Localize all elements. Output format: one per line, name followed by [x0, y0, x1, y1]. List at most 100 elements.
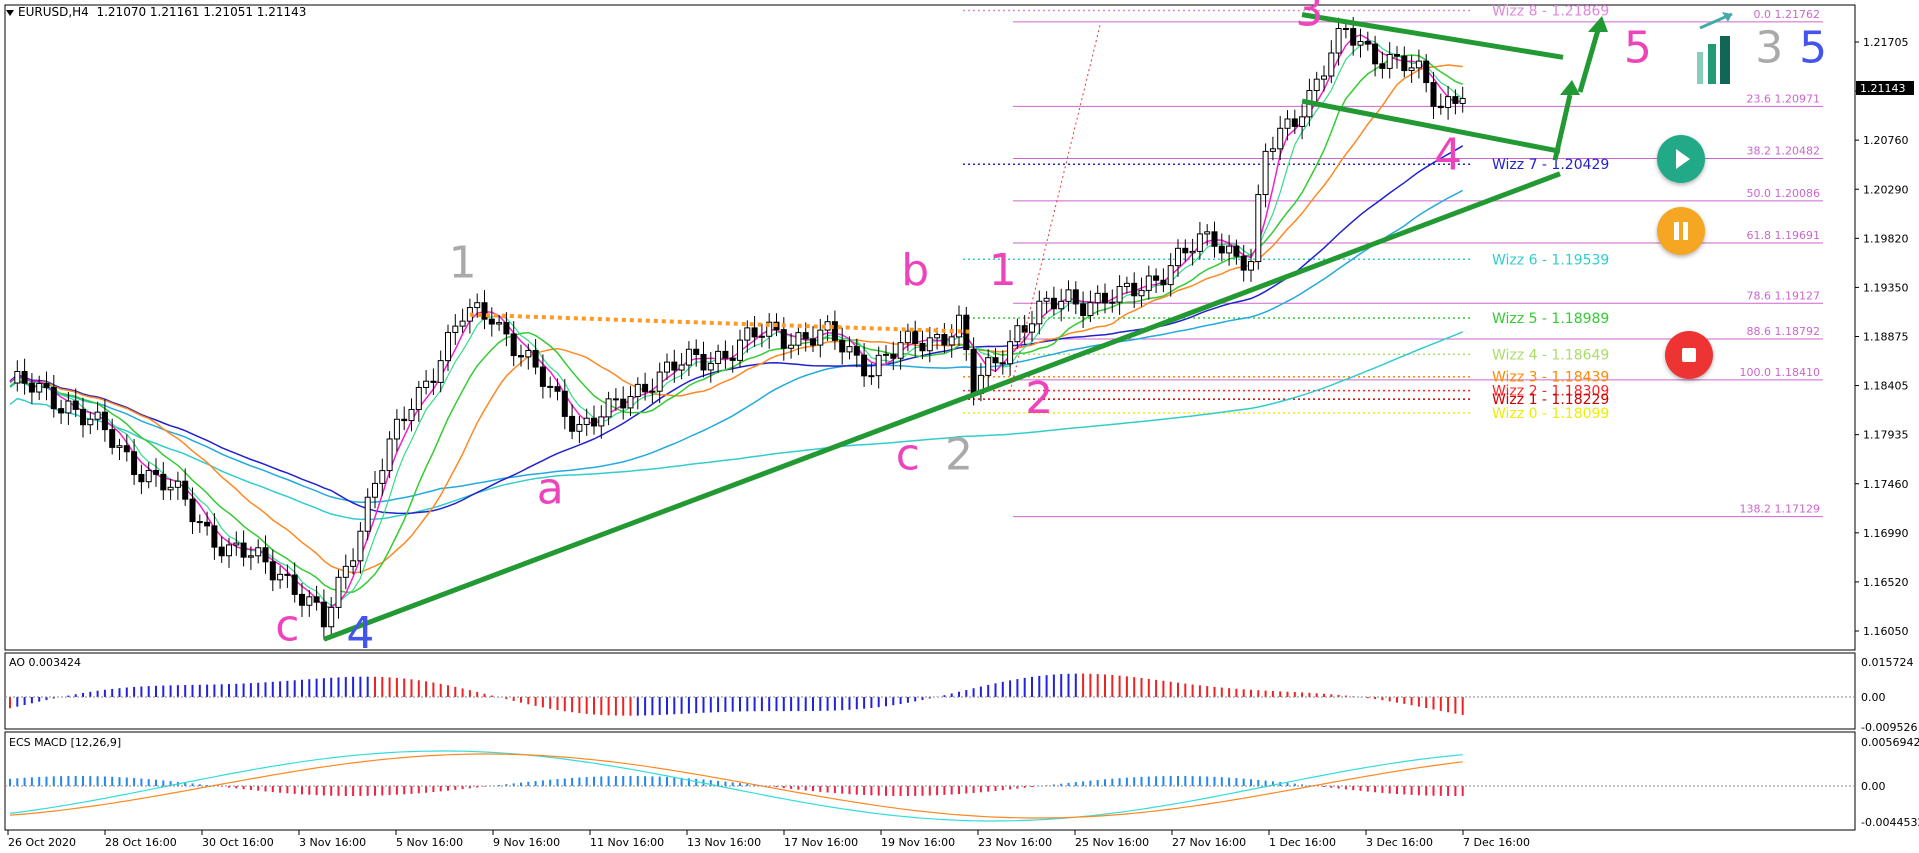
fib-label: 0.0 1.21762 [1754, 8, 1820, 21]
candle-body [218, 546, 225, 557]
macd-tick-label: 0.00 [1861, 780, 1886, 793]
candle-body [240, 542, 247, 558]
candle-body [510, 333, 517, 357]
candle-body [1131, 282, 1138, 297]
fib-label: 138.2 1.17129 [1740, 503, 1820, 516]
candle-body [861, 354, 868, 377]
candle-body [1364, 40, 1371, 45]
channel-upper [1301, 12, 1564, 60]
pause-icon [1674, 222, 1688, 240]
candle-body [934, 334, 941, 339]
wave-label: 2 [945, 430, 973, 481]
wave-label: 1 [449, 237, 477, 288]
candle-body [1284, 118, 1291, 129]
candle-body [211, 525, 218, 548]
candle-body [948, 336, 955, 346]
candle-body [94, 411, 101, 420]
projection-arrow-2 [1577, 29, 1601, 93]
candle-body [788, 344, 795, 349]
candle-body [569, 415, 576, 432]
candle-body [612, 398, 619, 401]
candle-body [101, 411, 108, 431]
wizz-label: Wizz 4 - 1.18649 [1492, 347, 1609, 363]
ma-slow [9, 331, 1463, 521]
candle-body [423, 380, 430, 388]
ma-45 [9, 145, 1464, 515]
candle-body [481, 302, 488, 320]
candle-body [189, 498, 196, 523]
candle-body [28, 382, 35, 393]
candle-body [153, 469, 159, 475]
dropdown-icon[interactable] [6, 9, 14, 16]
candle-body [715, 350, 722, 364]
candle-body [737, 339, 743, 361]
pause-button[interactable] [1657, 207, 1705, 255]
candle-body [1058, 300, 1065, 310]
candle-body [21, 370, 28, 384]
time-label: 19 Nov 16:00 [881, 836, 955, 849]
candle-body [291, 574, 298, 595]
wizz-label: Wizz 2 - 1.18309 [1492, 384, 1609, 400]
candle-body [795, 332, 802, 346]
macd-panel: ECS MACD [12,26,9] 0.0056942 0.00 -0.004453… [5, 736, 1919, 829]
candle-body [116, 445, 123, 448]
candle-body [1087, 302, 1094, 316]
candle-body [452, 325, 459, 333]
ao-frame [4, 652, 1856, 730]
candle-body [1102, 292, 1108, 304]
candle-body [1437, 105, 1444, 109]
ao-panel: AO 0.003424 0.015724 0.00 -0.009526 [5, 656, 1917, 734]
candle-body [1160, 279, 1167, 286]
candle-body [1291, 118, 1298, 127]
candle-body [1182, 247, 1189, 254]
candle-body [1233, 245, 1240, 257]
candle-body [1452, 96, 1459, 104]
wave-label: 4 [346, 608, 374, 659]
candle-body [204, 521, 211, 527]
candle-body [182, 480, 189, 500]
wave-label: 5 [1799, 23, 1827, 74]
price-tick-label: 1.18875 [1863, 331, 1909, 344]
candle-body [729, 357, 736, 361]
candle-body [1386, 53, 1393, 69]
candle-body [488, 318, 495, 325]
candle-body [36, 383, 43, 393]
stop-button[interactable] [1665, 331, 1713, 379]
candle-body [1423, 60, 1430, 84]
candle-body [1299, 116, 1306, 127]
arrow-head-2 [1588, 16, 1608, 32]
candle-body [1248, 261, 1254, 271]
candle-body [1153, 275, 1160, 281]
wave-label: 3 [1755, 23, 1783, 74]
price-tick-label: 1.16050 [1863, 625, 1909, 638]
candle-body [269, 561, 276, 581]
candle-body [1145, 275, 1152, 291]
wave-label: b [901, 245, 929, 296]
time-label: 9 Nov 16:00 [493, 836, 560, 849]
candle-body [342, 565, 349, 578]
price-tick-label: 1.17935 [1863, 429, 1909, 442]
candle-body [284, 573, 291, 576]
candle-body [1189, 250, 1196, 254]
candle-body [583, 417, 590, 426]
ma-6 [9, 39, 1464, 607]
macd-tick-label: -0.0044532 [1861, 816, 1919, 829]
projection-arrow-1 [1552, 94, 1573, 161]
time-label: 7 Dec 16:00 [1463, 836, 1530, 849]
price-tick-label: 1.17460 [1863, 478, 1909, 491]
candle-body [277, 573, 284, 581]
candle-body [642, 383, 649, 393]
play-button[interactable] [1657, 135, 1705, 183]
wizz-label: Wizz 1 - 1.18229 [1492, 392, 1609, 408]
candle-body [14, 370, 21, 384]
wizz-label: Wizz 0 - 1.18099 [1492, 406, 1609, 422]
price-axis: 1.217051.212351.207601.202901.198201.193… [1855, 36, 1914, 638]
time-label: 26 Oct 2020 [8, 836, 76, 849]
macd-title: ECS MACD [12,26,9] [9, 736, 121, 749]
wave-label: c [896, 430, 920, 481]
candle-body [247, 555, 254, 558]
candle-body [1350, 28, 1357, 46]
candle-body [1459, 98, 1466, 104]
ma-4 [9, 33, 1463, 608]
